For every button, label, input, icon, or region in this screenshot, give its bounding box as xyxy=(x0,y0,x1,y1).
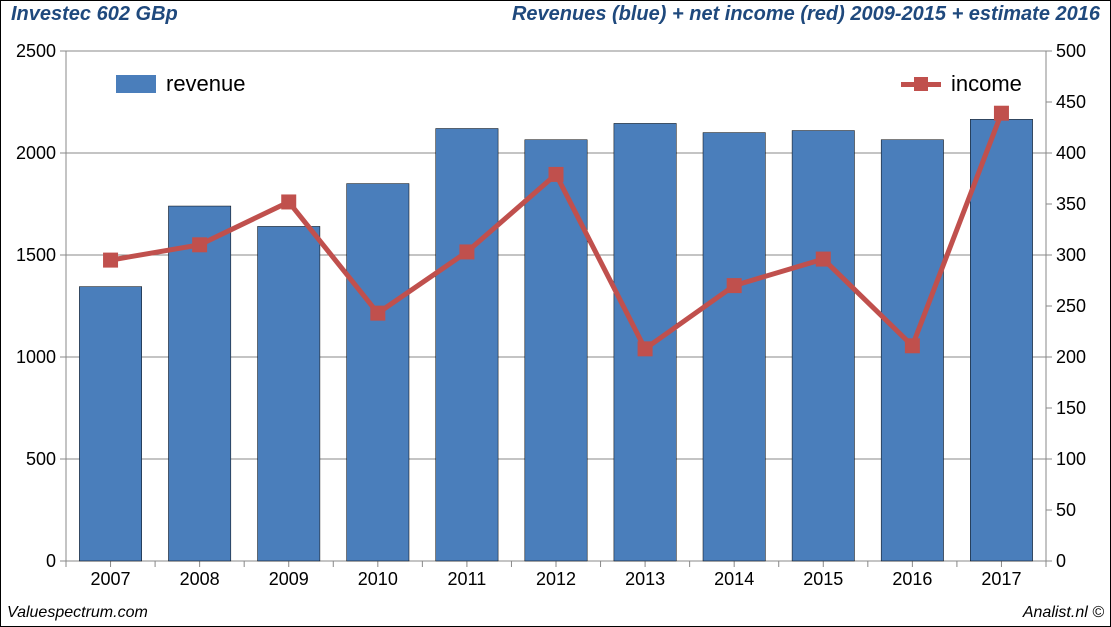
income-marker xyxy=(816,252,830,266)
revenue-bar xyxy=(79,287,141,561)
legend-revenue-label: revenue xyxy=(166,71,246,97)
svg-text:100: 100 xyxy=(1056,449,1086,469)
revenue-bar xyxy=(703,133,765,561)
income-marker xyxy=(371,306,385,320)
svg-text:250: 250 xyxy=(1056,296,1086,316)
revenue-bar xyxy=(347,184,409,561)
svg-text:2016: 2016 xyxy=(892,569,932,589)
income-marker xyxy=(282,195,296,209)
revenue-bar xyxy=(792,131,854,561)
svg-text:2500: 2500 xyxy=(16,41,56,61)
legend-revenue: revenue xyxy=(116,71,246,97)
svg-text:500: 500 xyxy=(1056,41,1086,61)
svg-text:1500: 1500 xyxy=(16,245,56,265)
svg-text:2014: 2014 xyxy=(714,569,754,589)
svg-text:350: 350 xyxy=(1056,194,1086,214)
revenue-income-chart: 0 500 1000 1500 2000 2500 0 50 100 150 200 250 300 35… xyxy=(11,31,1102,601)
income-marker xyxy=(460,245,474,259)
svg-text:300: 300 xyxy=(1056,245,1086,265)
svg-text:2015: 2015 xyxy=(803,569,843,589)
svg-text:150: 150 xyxy=(1056,398,1086,418)
revenue-bar xyxy=(525,140,587,561)
svg-text:2012: 2012 xyxy=(536,569,576,589)
svg-text:2007: 2007 xyxy=(91,569,131,589)
svg-text:1000: 1000 xyxy=(16,347,56,367)
svg-text:400: 400 xyxy=(1056,143,1086,163)
svg-text:450: 450 xyxy=(1056,92,1086,112)
title-right: Revenues (blue) + net income (red) 2009-… xyxy=(512,3,1100,26)
svg-text:2013: 2013 xyxy=(625,569,665,589)
income-marker xyxy=(549,167,563,181)
footer-right: Analist.nl © xyxy=(1023,604,1104,622)
svg-text:200: 200 xyxy=(1056,347,1086,367)
income-marker xyxy=(638,342,652,356)
title-left: Investec 602 GBp xyxy=(11,3,178,26)
footer-left: Valuespectrum.com xyxy=(7,604,148,622)
svg-text:2010: 2010 xyxy=(358,569,398,589)
legend-revenue-swatch xyxy=(116,75,156,93)
legend-income-marker xyxy=(901,74,941,94)
income-marker xyxy=(193,238,207,252)
legend-income-label: income xyxy=(951,71,1022,97)
income-marker xyxy=(994,106,1008,120)
svg-text:0: 0 xyxy=(1056,551,1066,571)
svg-text:50: 50 xyxy=(1056,500,1076,520)
chart-frame: Investec 602 GBp Revenues (blue) + net i… xyxy=(0,0,1111,627)
svg-text:2011: 2011 xyxy=(448,569,487,589)
revenue-bar xyxy=(168,206,230,561)
income-marker xyxy=(727,279,741,293)
income-marker xyxy=(104,253,118,267)
revenue-bar xyxy=(436,129,498,561)
revenue-bar xyxy=(258,226,320,561)
svg-text:2008: 2008 xyxy=(180,569,220,589)
svg-text:500: 500 xyxy=(26,449,56,469)
income-marker xyxy=(905,339,919,353)
revenue-bar xyxy=(970,119,1032,561)
svg-text:2000: 2000 xyxy=(16,143,56,163)
svg-text:2017: 2017 xyxy=(981,569,1021,589)
svg-text:0: 0 xyxy=(46,551,56,571)
legend-income: income xyxy=(901,71,1022,97)
svg-text:2009: 2009 xyxy=(269,569,309,589)
